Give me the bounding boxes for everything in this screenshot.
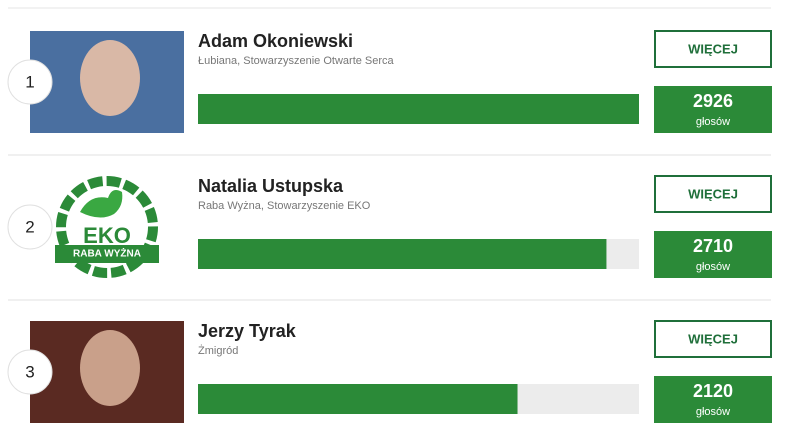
votes-box <box>654 376 772 423</box>
more-button[interactable]: WIĘCEJ <box>654 175 772 213</box>
rank-number: 2 <box>25 217 34 236</box>
rank-badge <box>7 204 53 250</box>
rank-badge <box>7 349 53 395</box>
vote-bar <box>198 94 639 124</box>
name: Jerzy Tyrak <box>198 321 297 341</box>
vote-bar <box>198 384 518 414</box>
location: Żmigród <box>198 344 238 357</box>
logo-subtitle: RABA WYŻNA <box>73 247 141 260</box>
rank-number: 1 <box>25 72 34 91</box>
photo-face <box>80 330 140 406</box>
more-button-label: WIĘCEJ <box>688 331 738 346</box>
logo-band <box>55 245 159 263</box>
votes-box <box>654 231 772 278</box>
more-button-frame <box>654 320 772 358</box>
more-button-label: WIĘCEJ <box>688 186 738 201</box>
more-button[interactable]: WIĘCEJ <box>654 320 772 358</box>
votes-label: głosów <box>696 406 730 418</box>
logo-shape <box>80 190 123 218</box>
more-button-frame <box>654 30 772 68</box>
more-button-frame <box>654 175 772 213</box>
votes-count: 2120 <box>693 381 733 401</box>
votes-count: 2926 <box>693 91 733 111</box>
vote-bar <box>198 239 607 269</box>
logo-title: EKO <box>83 223 131 248</box>
location: Łubiana, Stowarzyszenie Otwarte Serca <box>198 55 395 67</box>
more-button-label: WIĘCEJ <box>688 41 738 56</box>
votes-count: 2710 <box>693 236 733 256</box>
name: Adam Okoniewski <box>198 31 353 51</box>
rank-badge <box>7 59 53 105</box>
photo-face <box>80 40 140 116</box>
name: Natalia Ustupska <box>198 176 344 196</box>
more-button[interactable]: WIĘCEJ <box>654 30 772 68</box>
location: Raba Wyżna, Stowarzyszenie EKO <box>198 200 371 212</box>
votes-label: głosów <box>696 261 730 273</box>
rank-number: 3 <box>25 362 34 381</box>
votes-box <box>654 86 772 133</box>
votes-label: głosów <box>696 116 730 128</box>
logo-ring <box>56 176 158 278</box>
